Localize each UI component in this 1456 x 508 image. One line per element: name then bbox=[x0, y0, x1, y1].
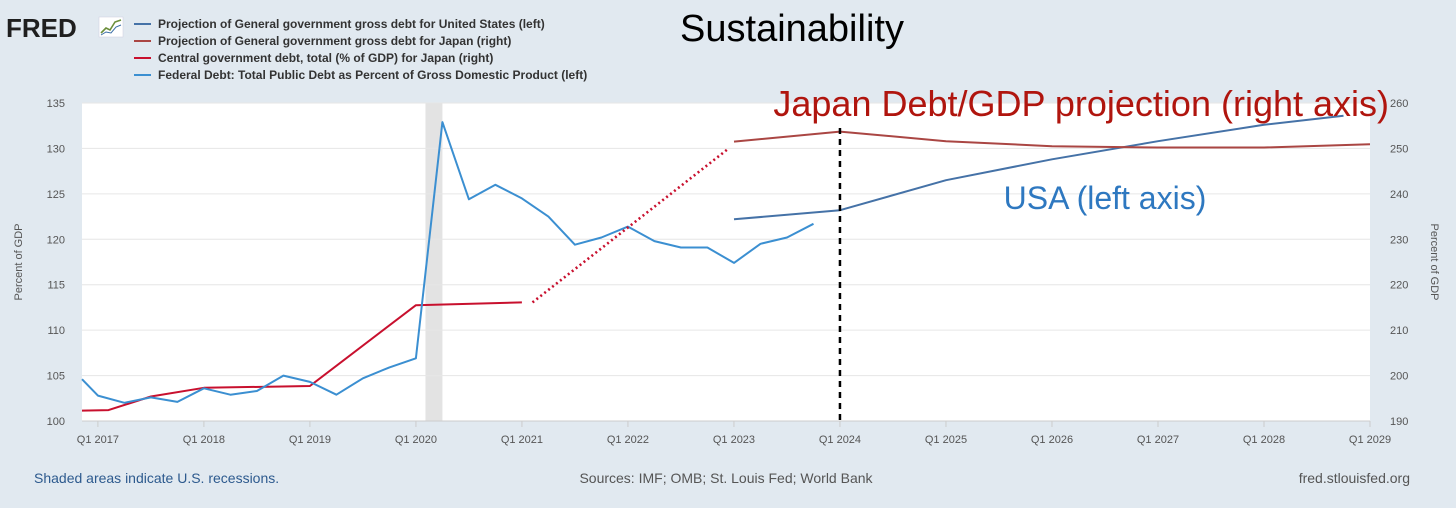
left-axis-title: Percent of GDP bbox=[13, 223, 25, 300]
legend-label: Projection of General government gross d… bbox=[158, 17, 545, 31]
legend-label: Federal Debt: Total Public Debt as Perce… bbox=[158, 68, 587, 82]
recession-note-link[interactable]: Shaded areas indicate U.S. recessions. bbox=[34, 470, 279, 486]
sources-text: Sources: IMF; OMB; St. Louis Fed; World … bbox=[579, 470, 873, 486]
x-tick-label: Q1 2029 bbox=[1349, 434, 1391, 446]
x-tick-label: Q1 2028 bbox=[1243, 434, 1285, 446]
right-tick-label: 230 bbox=[1390, 234, 1408, 246]
overlay-line-japan_gap_dotted bbox=[531, 147, 730, 304]
left-axis-ticks: 100 105 110 115 120 125 130 135 bbox=[47, 98, 65, 428]
left-tick-label: 120 bbox=[47, 234, 65, 246]
left-tick-label: 100 bbox=[47, 416, 65, 428]
right-tick-label: 210 bbox=[1390, 325, 1408, 337]
legend-item-japan-projection[interactable]: Projection of General government gross d… bbox=[134, 34, 511, 48]
fred-logo-chart-icon bbox=[98, 16, 124, 38]
right-axis-ticks: 190 200 210 220 230 240 250 260 bbox=[1390, 98, 1408, 428]
x-tick-label: Q1 2018 bbox=[183, 434, 225, 446]
x-tick-label: Q1 2023 bbox=[713, 434, 755, 446]
fred-logo[interactable]: FRED bbox=[6, 13, 124, 43]
right-tick-label: 190 bbox=[1390, 416, 1408, 428]
fred-logo-text: FRED bbox=[6, 13, 77, 43]
recession-band bbox=[425, 103, 443, 421]
series-line-federal_debt bbox=[81, 121, 814, 404]
x-tick-label: Q1 2021 bbox=[501, 434, 543, 446]
x-tick-label: Q1 2019 bbox=[289, 434, 331, 446]
x-tick-label: Q1 2027 bbox=[1137, 434, 1179, 446]
legend-item-federal-debt[interactable]: Federal Debt: Total Public Debt as Perce… bbox=[134, 68, 587, 82]
right-tick-label: 250 bbox=[1390, 143, 1408, 155]
legend-label: Projection of General government gross d… bbox=[158, 34, 511, 48]
left-tick-label: 110 bbox=[47, 325, 65, 337]
x-tick-label: Q1 2017 bbox=[77, 434, 119, 446]
series-layer bbox=[81, 114, 1371, 412]
right-tick-label: 200 bbox=[1390, 371, 1408, 383]
legend-item-us-projection[interactable]: Projection of General government gross d… bbox=[134, 17, 545, 31]
recession-shading-layer bbox=[425, 103, 443, 421]
left-tick-label: 130 bbox=[47, 143, 65, 155]
right-tick-label: 240 bbox=[1390, 189, 1408, 201]
left-tick-label: 105 bbox=[47, 371, 65, 383]
left-tick-label: 125 bbox=[47, 189, 65, 201]
x-tick-label: Q1 2024 bbox=[819, 434, 861, 446]
x-tick-label: Q1 2025 bbox=[925, 434, 967, 446]
x-tick-label: Q1 2022 bbox=[607, 434, 649, 446]
x-tick-label: Q1 2026 bbox=[1031, 434, 1073, 446]
plot-area bbox=[82, 103, 1370, 421]
right-tick-label: 260 bbox=[1390, 98, 1408, 110]
left-tick-label: 135 bbox=[47, 98, 65, 110]
right-axis-title: Percent of GDP bbox=[1428, 223, 1440, 300]
annotation-usa: USA (left axis) bbox=[1004, 180, 1207, 216]
chart-title: Sustainability bbox=[680, 8, 904, 50]
right-tick-label: 220 bbox=[1390, 280, 1408, 292]
x-axis-ticks: Q1 2017 Q1 2018 Q1 2019 Q1 2020 Q1 2021 Q1 20… bbox=[77, 421, 1391, 446]
legend-item-japan-central[interactable]: Central government debt, total (% of GDP… bbox=[134, 51, 493, 65]
legend-label: Central government debt, total (% of GDP… bbox=[158, 51, 493, 65]
site-link[interactable]: fred.stlouisfed.org bbox=[1299, 470, 1410, 486]
annotation-japan: Japan Debt/GDP projection (right axis) bbox=[773, 83, 1389, 124]
left-tick-label: 115 bbox=[47, 280, 65, 292]
x-tick-label: Q1 2020 bbox=[395, 434, 437, 446]
legend: Projection of General government gross d… bbox=[134, 17, 587, 82]
